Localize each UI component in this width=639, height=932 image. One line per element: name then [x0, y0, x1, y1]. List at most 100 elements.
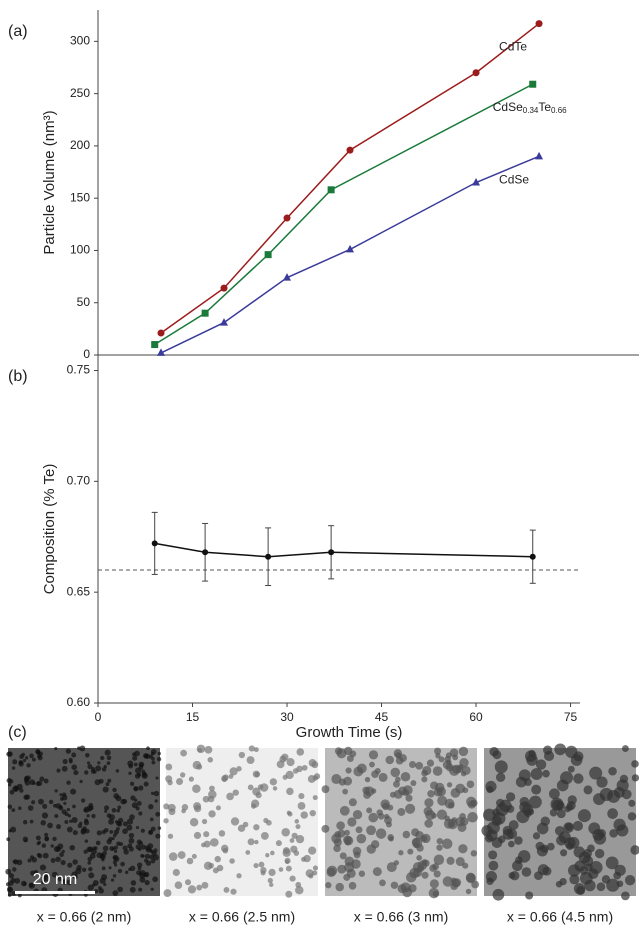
- particle: [491, 815, 502, 827]
- particle: [66, 879, 72, 886]
- particle: [99, 877, 106, 884]
- particle: [7, 751, 13, 757]
- particle: [110, 878, 115, 882]
- particle: [284, 859, 290, 865]
- particle: [115, 769, 120, 773]
- particle: [236, 873, 242, 879]
- particle: [517, 850, 531, 863]
- particle: [73, 769, 79, 776]
- particle: [452, 878, 462, 888]
- particle: [106, 813, 112, 818]
- y-axis-label: Particle Volume (nm³): [41, 110, 58, 254]
- particle: [358, 870, 366, 877]
- particle: [587, 844, 595, 853]
- particle: [24, 756, 29, 760]
- particle: [41, 812, 49, 819]
- particle: [87, 856, 93, 862]
- particle: [193, 804, 202, 813]
- particle: [26, 763, 31, 768]
- particle: [72, 804, 76, 809]
- particle: [312, 795, 318, 801]
- particle: [334, 747, 343, 755]
- particle: [308, 846, 317, 855]
- particle: [556, 809, 566, 819]
- particle: [442, 876, 453, 887]
- particle: [7, 804, 13, 809]
- particle: [7, 783, 12, 787]
- panel-label: (a): [8, 23, 28, 40]
- particle: [295, 824, 301, 830]
- particle: [83, 849, 88, 854]
- particle: [22, 758, 27, 763]
- particle: [411, 828, 420, 837]
- particle: [111, 808, 117, 813]
- particle: [337, 864, 347, 874]
- particle: [301, 856, 306, 862]
- particle: [128, 771, 132, 775]
- particle: [165, 763, 173, 771]
- particle: [102, 786, 109, 793]
- particle: [177, 851, 186, 859]
- particle: [348, 798, 357, 807]
- particle: [459, 812, 466, 820]
- particle: [90, 769, 96, 774]
- particle: [102, 845, 109, 852]
- particle: [109, 846, 115, 852]
- particle: [128, 867, 132, 872]
- particle: [390, 881, 399, 889]
- particle: [285, 865, 292, 872]
- particle: [344, 836, 354, 846]
- particle: [138, 785, 144, 791]
- particle: [103, 764, 107, 769]
- particle: [130, 781, 135, 786]
- particle: [540, 816, 550, 826]
- particle: [41, 879, 46, 885]
- particle: [265, 853, 270, 858]
- particle: [368, 750, 379, 760]
- particle: [466, 796, 477, 807]
- particle: [113, 829, 120, 835]
- particle: [522, 804, 534, 816]
- particle: [607, 808, 618, 819]
- particle: [429, 879, 439, 889]
- y-tick-label: 300: [70, 34, 90, 48]
- y-tick-label: 200: [70, 138, 90, 152]
- particle: [100, 755, 105, 761]
- particle: [352, 809, 363, 820]
- micrograph: [481, 743, 639, 901]
- particle: [60, 859, 66, 866]
- particle: [48, 799, 54, 805]
- particle: [98, 778, 104, 784]
- particle: [275, 840, 282, 847]
- particle: [150, 826, 156, 832]
- particle: [596, 882, 606, 892]
- particle: [151, 760, 156, 765]
- particle: [393, 860, 400, 866]
- particle: [312, 870, 318, 876]
- particle: [245, 850, 251, 855]
- particle: [107, 778, 112, 783]
- particle: [572, 820, 584, 832]
- particle: [596, 776, 608, 788]
- particle: [543, 745, 553, 755]
- particle: [393, 789, 403, 799]
- particle: [134, 798, 138, 803]
- particle: [212, 867, 219, 874]
- particle: [70, 788, 77, 795]
- particle: [150, 791, 155, 795]
- particle: [491, 837, 503, 848]
- line: [154, 542, 533, 558]
- particle: [286, 810, 292, 815]
- particle: [214, 855, 221, 863]
- particle: [344, 862, 355, 873]
- particle: [226, 792, 234, 801]
- particle: [622, 745, 629, 752]
- particle: [41, 843, 47, 848]
- marker: [157, 348, 166, 356]
- particle: [281, 753, 289, 761]
- particle: [301, 764, 308, 771]
- particle: [376, 809, 383, 816]
- particle: [116, 808, 121, 813]
- particle: [127, 760, 134, 767]
- x-tick-label: 0: [95, 710, 102, 724]
